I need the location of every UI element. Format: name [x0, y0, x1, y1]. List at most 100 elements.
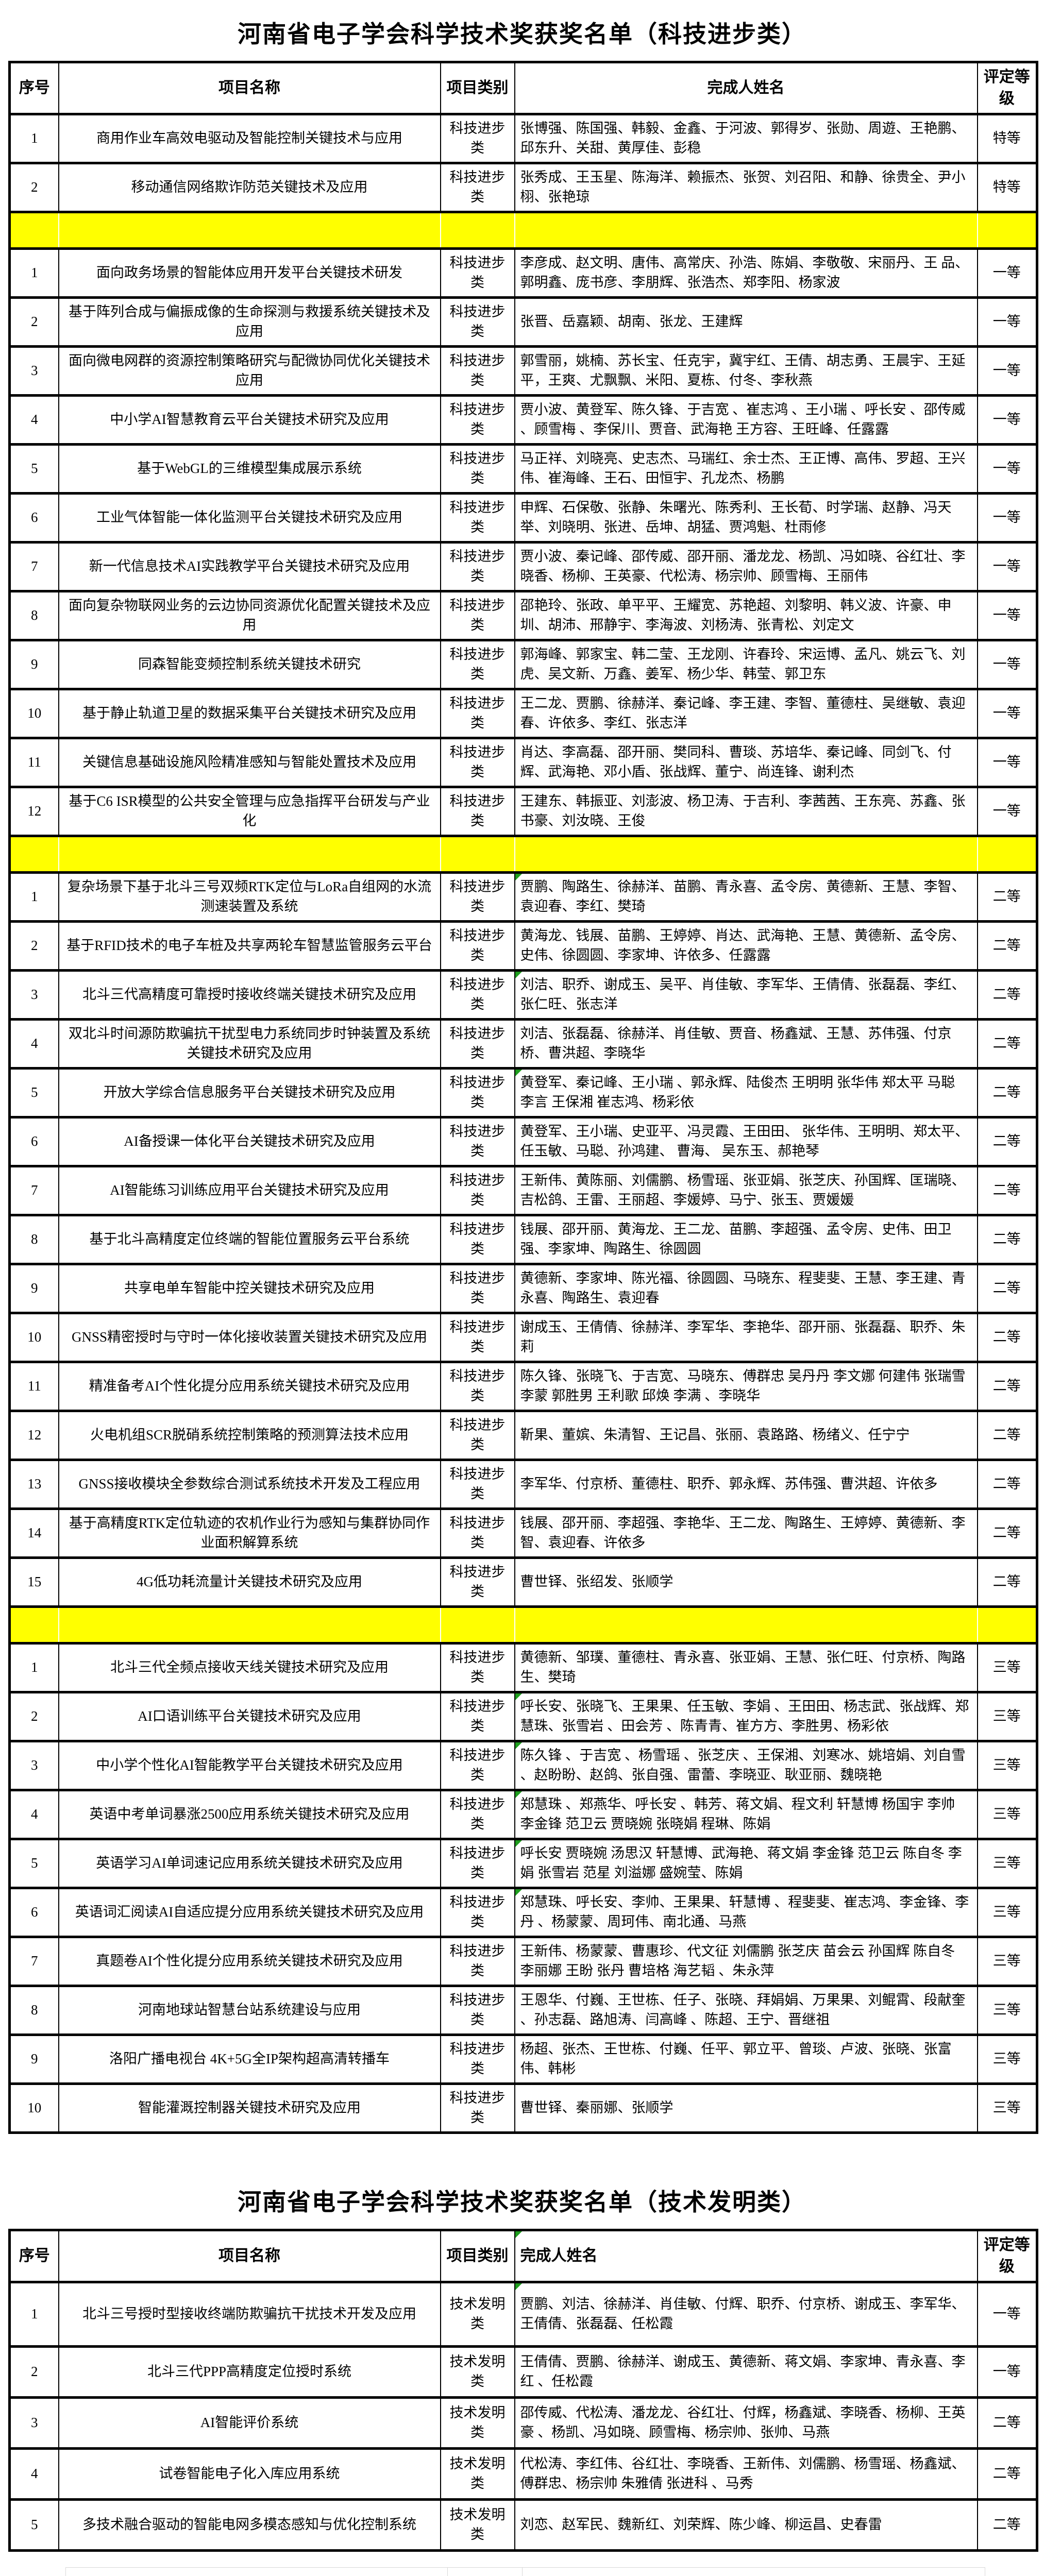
project-category-cell: 科技进步类	[440, 1556, 515, 1608]
project-name-cell: 真题卷AI个性化提分应用系统关键技术研究及应用	[58, 1936, 441, 1987]
project-category-cell: 科技进步类	[440, 920, 515, 972]
project-category-cell: 科技进步类	[440, 590, 515, 641]
grade-cell: 一等	[976, 786, 1038, 837]
table-row: 4 双北斗时间源防欺骗抗干扰型电力系统同步时钟装置及系统关键技术研究及应用 科技进步…	[9, 1018, 1038, 1070]
row-number-cell: 4	[9, 394, 59, 446]
table-row: 11 精准备考AI个性化提分应用系统关键技术研究及应用 科技进步类 陈久锋、张晓飞、于…	[9, 1361, 1038, 1412]
table-row: 9 同森智能变频控制系统关键技术研究 科技进步类 郭海峰、郭家宝、韩二莹、王龙刚、许春…	[9, 639, 1038, 690]
project-category-cell: 科技进步类	[440, 1691, 515, 1742]
header-cell-4: 评定等级	[976, 61, 1038, 115]
project-category-cell: 科技进步类	[440, 1312, 515, 1363]
row-number-cell: 8	[9, 1214, 59, 1265]
grade-cell: 一等	[976, 345, 1038, 397]
separator-cell	[9, 1605, 59, 1645]
table-row: 4 试卷智能电子化入库应用系统 技术发明类 代松涛、李红伟、谷红壮、李晓香、王新伟、刘…	[9, 2447, 1038, 2501]
row-number-cell: 9	[9, 639, 59, 690]
separator-cell	[58, 1605, 441, 1645]
project-category-cell: 科技进步类	[440, 1459, 515, 1510]
table-row: 1 商用作业车高效电驱动及智能控制关键技术与应用 科技进步类 张博强、陈国强、韩毅、金…	[9, 113, 1038, 164]
grade-cell: 二等	[976, 1556, 1038, 1608]
row-number-cell: 12	[9, 1410, 59, 1461]
row-number-cell: 5	[9, 443, 59, 495]
completers-names-cell: 黄登军、王小瑞、史亚平、冯灵霞、王田田、 张华伟、王明明、郑太平、任玉敏、马聪、…	[514, 1116, 978, 1167]
grade-cell: 二等	[976, 1067, 1038, 1118]
row-number-cell: 8	[9, 590, 59, 641]
completers-names-cell: 马正祥、刘晓亮、史志杰、马瑞红、余士杰、王正博、高伟、罗超、王兴伟、崔海峰、王石…	[514, 443, 978, 495]
table-title: 河南省电子学会科学技术奖获奖名单（科技进步类）	[238, 21, 806, 47]
separator-cell	[9, 211, 59, 250]
row-number-cell: 7	[9, 1936, 59, 1987]
project-name-cell: 中小学个性化AI智能教学平台关键技术研究及应用	[58, 1740, 441, 1791]
empty-cell	[66, 2568, 448, 2576]
row-number-cell: 12	[9, 786, 59, 837]
row-number-cell: 6	[9, 1887, 59, 1938]
project-category-cell: 科技进步类	[440, 1361, 515, 1412]
header-cell-0: 序号	[9, 61, 59, 115]
row-number-cell: 5	[9, 1067, 59, 1118]
row-number-cell: 1	[9, 871, 59, 923]
project-name-cell: 面向微电网群的资源控制策略研究与配微协同优化关键技术应用	[58, 345, 441, 397]
project-name-cell: 多技术融合驱动的智能电网多模态感知与优化控制系统	[58, 2498, 441, 2552]
project-name-cell: 双北斗时间源防欺骗抗干扰型电力系统同步时钟装置及系统关键技术研究及应用	[58, 1018, 441, 1070]
project-category-cell: 科技进步类	[440, 1263, 515, 1314]
project-name-cell: 中小学AI智慧教育云平台关键技术研究及应用	[58, 394, 441, 446]
grade-cell: 二等	[976, 1361, 1038, 1412]
grade-cell: 特等	[976, 162, 1038, 213]
project-category-cell: 技术发明类	[440, 2396, 515, 2450]
project-category-cell: 科技进步类	[440, 1067, 515, 1118]
completers-names-cell: 钱展、邵开丽、黄海龙、王二龙、苗鹏、李超强、孟令房、史伟、田卫强、李家坤、陶路生…	[514, 1214, 978, 1265]
project-name-cell: 开放大学综合信息服务平台关键技术研究及应用	[58, 1067, 441, 1118]
separator-cell	[440, 211, 515, 250]
completers-names-cell: 贾鹏、陶路生、徐赫洋、苗鹏、青永喜、孟令房、黄德新、王慧、李智、袁迎春、李红、樊…	[514, 871, 978, 923]
row-number-cell: 5	[9, 1838, 59, 1889]
completers-names-cell: 代松涛、李红伟、谷红壮、李晓香、王新伟、刘儒鹏、杨雪瑶、杨鑫斌、傅群忠、杨宗帅 …	[514, 2447, 978, 2501]
table-row: 5 多技术融合驱动的智能电网多模态感知与优化控制系统 技术发明类 刘恋、赵军民、魏新红…	[9, 2498, 1038, 2552]
header-cell-2: 项目类别	[440, 2229, 515, 2283]
grade-cell: 一等	[976, 2345, 1038, 2399]
row-number-cell: 2	[9, 920, 59, 972]
project-name-cell: 北斗三代全频点接收天线关键技术研究及应用	[58, 1642, 441, 1693]
separator-cell	[440, 835, 515, 874]
separator-cell	[514, 835, 978, 874]
grade-cell: 三等	[976, 2033, 1038, 2085]
project-category-cell: 科技进步类	[440, 737, 515, 788]
table-row: 2 AI口语训练平台关键技术研究及应用 科技进步类 呼长安、张晓飞、王果果、任玉敏、李…	[9, 1691, 1038, 1742]
header-cell-2: 项目类别	[440, 61, 515, 115]
project-category-cell: 科技进步类	[440, 492, 515, 544]
project-name-cell: 面向复杂物联网业务的云边协同资源优化配置关键技术及应用	[58, 590, 441, 641]
row-number-cell: 4	[9, 2447, 59, 2501]
separator-cell	[58, 835, 441, 874]
grade-cell: 一等	[976, 737, 1038, 788]
project-name-cell: 新一代信息技术AI实践教学平台关键技术研究及应用	[58, 541, 441, 592]
separator-cell	[976, 211, 1038, 250]
separator-cell	[440, 1605, 515, 1645]
project-category-cell: 科技进步类	[440, 688, 515, 739]
table-row: 5 开放大学综合信息服务平台关键技术研究及应用 科技进步类 黄登军、秦记峰、王小瑞 、…	[9, 1067, 1038, 1118]
project-name-cell: 精准备考AI个性化提分应用系统关键技术研究及应用	[58, 1361, 441, 1412]
project-name-cell: 北斗三代PPP高精度定位授时系统	[58, 2345, 441, 2399]
table-row: 10 智能灌溉控制器关键技术研究及应用 科技进步类 曹世铎、秦丽娜、张顺学 三等	[9, 2082, 1038, 2134]
row-number-cell: 14	[9, 1507, 59, 1559]
project-name-cell: 北斗三号授时型接收终端防欺骗抗干扰技术开发及应用	[58, 2281, 441, 2348]
project-category-cell: 科技进步类	[440, 1165, 515, 1216]
table-row: 2 基于RFID技术的电子车桩及共享两轮车智慧监管服务云平台 科技进步类 黄海龙、钱展…	[9, 920, 1038, 972]
separator-cell	[9, 835, 59, 874]
header-row: 序号 项目名称 项目类别 完成人姓名 评定等级	[9, 61, 1038, 115]
project-name-cell: GNSS精密授时与守时一体化接收装置关键技术研究及应用	[58, 1312, 441, 1363]
project-name-cell: AI备授课一体化平台关键技术研究及应用	[58, 1116, 441, 1167]
grade-cell: 一等	[976, 688, 1038, 739]
grade-cell: 特等	[976, 113, 1038, 164]
award-table: 序号 项目名称 项目类别 完成人姓名 评定等级 1 商用作业车高效电驱动及智能控制关键技术与…	[8, 61, 1038, 2134]
project-category-cell: 科技进步类	[440, 639, 515, 690]
row-number-cell: 1	[9, 113, 59, 164]
project-name-cell: 移动通信网络欺诈防范关键技术及应用	[58, 162, 441, 213]
table-row: 4 英语中考单词暴涨2500应用系统关键技术研究及应用 科技进步类 郑慧珠 、郑燕华、…	[9, 1789, 1038, 1840]
empty-row	[65, 2567, 985, 2576]
grade-cell: 三等	[976, 1936, 1038, 1987]
completers-names-cell: 申辉、石保敬、张静、朱曙光、陈秀利、王长荀、时学瑞、赵静、冯天举、刘晓明、张进、…	[514, 492, 978, 544]
header-cell-1: 项目名称	[58, 61, 441, 115]
project-name-cell: 试卷智能电子化入库应用系统	[58, 2447, 441, 2501]
table-row: 9 洛阳广播电视台 4K+5G全IP架构超高清转播车 科技进步类 杨超、张杰、王世栋、…	[9, 2033, 1038, 2085]
completers-names-cell: 郑慧珠 、郑燕华、呼长安 、韩芳、蒋文娟、程文利 轩慧博 杨国宇 李帅 李金锋 …	[514, 1789, 978, 1840]
grade-cell: 三等	[976, 1789, 1038, 1840]
